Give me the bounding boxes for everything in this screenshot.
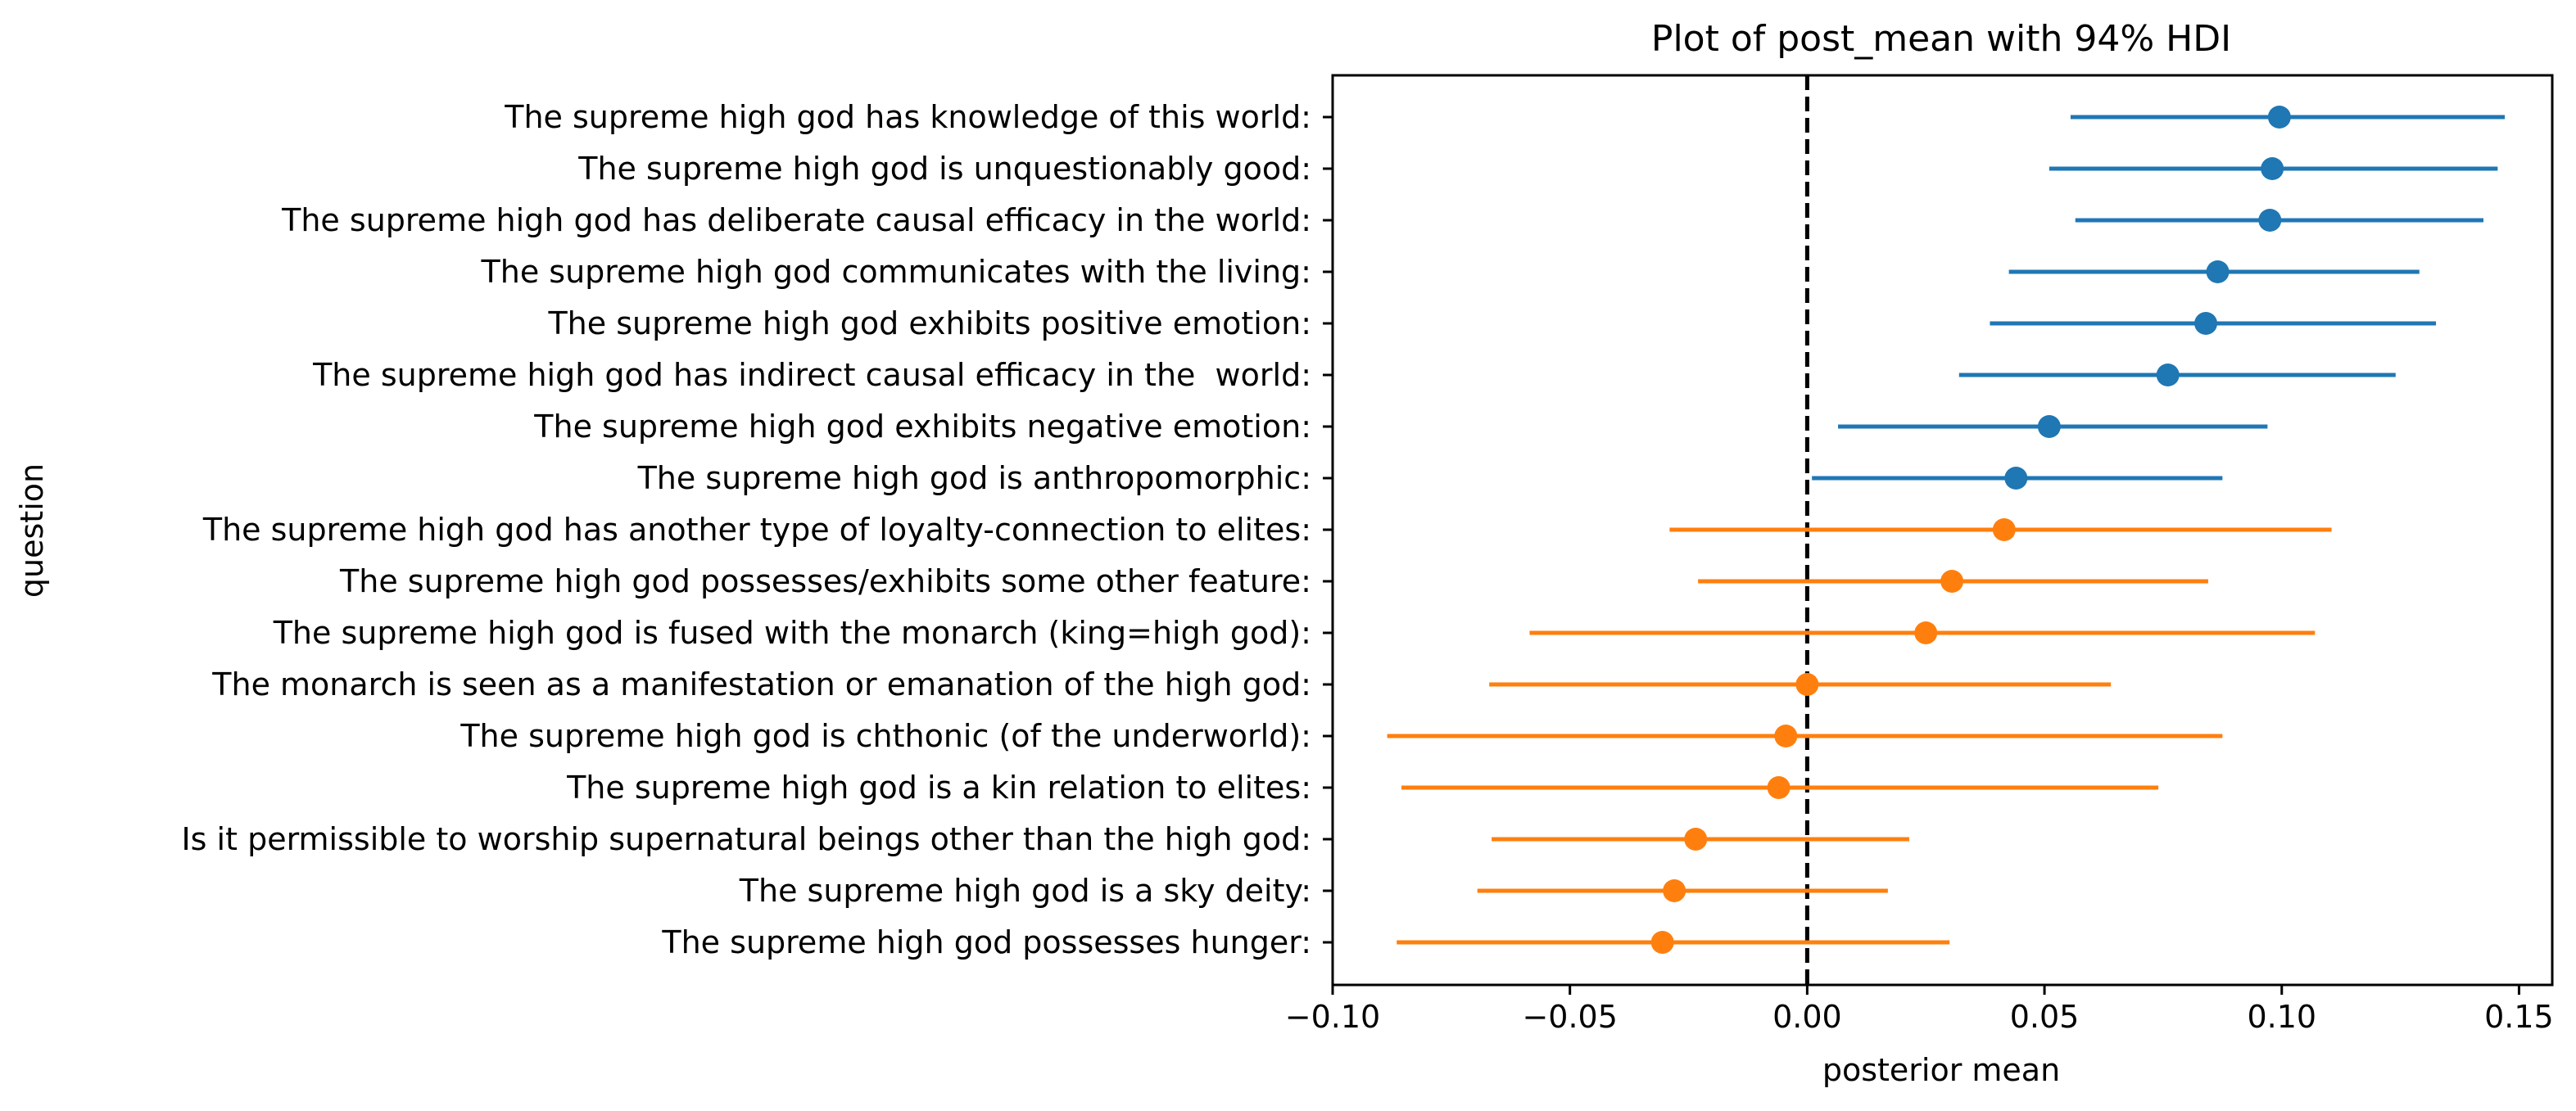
y-tick-label: The supreme high god has another type of… xyxy=(202,512,1311,548)
y-tick-label: The supreme high god has deliberate caus… xyxy=(281,202,1311,238)
posterior-mean-point xyxy=(2258,209,2282,232)
x-tick-label: 0.15 xyxy=(2484,999,2554,1035)
y-tick-label: The supreme high god has knowledge of th… xyxy=(504,99,1311,135)
posterior-mean-point xyxy=(2156,364,2180,386)
posterior-mean-point xyxy=(1940,570,1964,593)
posterior-mean-point xyxy=(2037,415,2061,438)
y-tick-label: The supreme high god is unquestionably g… xyxy=(577,151,1311,187)
posterior-mean-point xyxy=(2261,157,2284,180)
posterior-mean-point xyxy=(1663,879,1686,902)
y-tick-label: The supreme high god is chthonic (of the… xyxy=(460,718,1311,754)
y-tick-label: The supreme high god possesses hunger: xyxy=(661,924,1311,960)
x-tick-label: −0.05 xyxy=(1522,999,1617,1035)
posterior-mean-point xyxy=(1795,673,1819,696)
posterior-mean-point xyxy=(2267,106,2291,129)
y-tick-label: Is it permissible to worship supernatura… xyxy=(181,821,1311,857)
chart-title: Plot of post_mean with 94% HDI xyxy=(1651,18,2231,60)
posterior-mean-point xyxy=(2194,312,2218,335)
posterior-mean-point xyxy=(1650,931,1674,954)
x-axis-label: posterior mean xyxy=(1822,1052,2060,1088)
x-tick-label: 0.10 xyxy=(2247,999,2316,1035)
y-tick-label: The supreme high god is a kin relation t… xyxy=(566,770,1311,806)
y-tick-label: The supreme high god exhibits negative e… xyxy=(533,409,1311,445)
posterior-mean-point xyxy=(1992,518,2016,541)
posterior-mean-point xyxy=(2004,467,2028,490)
x-tick-label: −0.10 xyxy=(1285,999,1380,1035)
y-tick-label: The supreme high god exhibits positive e… xyxy=(547,305,1311,341)
y-tick-label: The supreme high god has indirect causal… xyxy=(312,357,1311,393)
posterior-mean-point xyxy=(1774,725,1798,747)
y-tick-label: The supreme high god is a sky deity: xyxy=(739,873,1311,909)
y-tick-label: The supreme high god is fused with the m… xyxy=(273,615,1311,651)
y-tick-label: The supreme high god is anthropomorphic: xyxy=(637,460,1311,496)
y-tick-label: The monarch is seen as a manifestation o… xyxy=(211,666,1311,702)
posterior-mean-point xyxy=(2206,260,2230,283)
posterior-mean-point xyxy=(1914,621,1938,644)
y-axis-label: question xyxy=(14,463,50,598)
posterior-mean-point xyxy=(1767,776,1791,799)
x-tick-label: 0.00 xyxy=(1772,999,1842,1035)
y-tick-label: The supreme high god communicates with t… xyxy=(481,254,1311,290)
x-tick-label: 0.05 xyxy=(2010,999,2080,1035)
y-tick-label: The supreme high god possesses/exhibits … xyxy=(339,563,1311,599)
posterior-mean-point xyxy=(1684,828,1708,851)
